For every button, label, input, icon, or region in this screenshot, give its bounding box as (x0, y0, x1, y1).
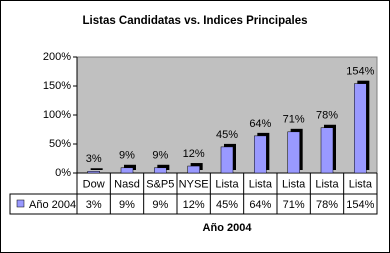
value-label: 71% (283, 114, 305, 126)
x-tick-label: NYSE (179, 178, 209, 190)
table-value: 154% (346, 199, 374, 211)
table-value: 78% (316, 199, 338, 211)
x-tick-label: Lista (249, 178, 273, 190)
bar-side (157, 164, 170, 170)
table-value: 12% (183, 199, 205, 211)
bar (154, 167, 167, 174)
value-label: 9% (152, 150, 168, 162)
bar (187, 165, 200, 174)
bar (120, 167, 134, 174)
bar (87, 171, 100, 174)
y-tick-label: 0% (55, 167, 71, 179)
bar-side (90, 168, 103, 170)
x-tick-label: Nasd (114, 178, 140, 190)
bar (320, 127, 334, 174)
y-tick-label: 50% (49, 138, 71, 150)
bar (220, 146, 234, 174)
x-tick-label: S&P5 (146, 178, 174, 190)
value-label: 9% (119, 150, 135, 162)
value-label: 3% (86, 153, 102, 165)
table-value: 64% (249, 199, 271, 211)
x-tick-label: Lista (215, 178, 239, 190)
x-tick-label: Lista (282, 178, 306, 190)
table-value: 45% (216, 199, 238, 211)
legend-key (16, 199, 25, 208)
value-label: 64% (249, 118, 271, 130)
table-value: 3% (86, 199, 102, 211)
bar (287, 131, 300, 174)
table-value: 71% (283, 199, 305, 211)
y-tick-label: 100% (43, 109, 71, 121)
x-axis-title: Año 2004 (203, 222, 253, 234)
x-tick-label: Lista (349, 178, 373, 190)
value-label: 78% (316, 110, 338, 122)
chart-title: Listas Candidatas vs. Indices Principale… (83, 15, 308, 27)
value-label: 45% (216, 129, 238, 141)
bar (254, 135, 267, 174)
legend-label: Año 2004 (29, 199, 76, 211)
value-label: 154% (346, 66, 374, 78)
value-label: 12% (183, 148, 205, 160)
table-value: 9% (119, 199, 135, 211)
x-tick-label: Dow (83, 178, 105, 190)
bar-side (124, 164, 136, 170)
y-tick-label: 200% (43, 51, 71, 63)
bar (354, 83, 367, 174)
x-tick-label: Lista (315, 178, 339, 190)
y-tick-label: 150% (43, 80, 71, 92)
table-value: 9% (152, 199, 168, 211)
